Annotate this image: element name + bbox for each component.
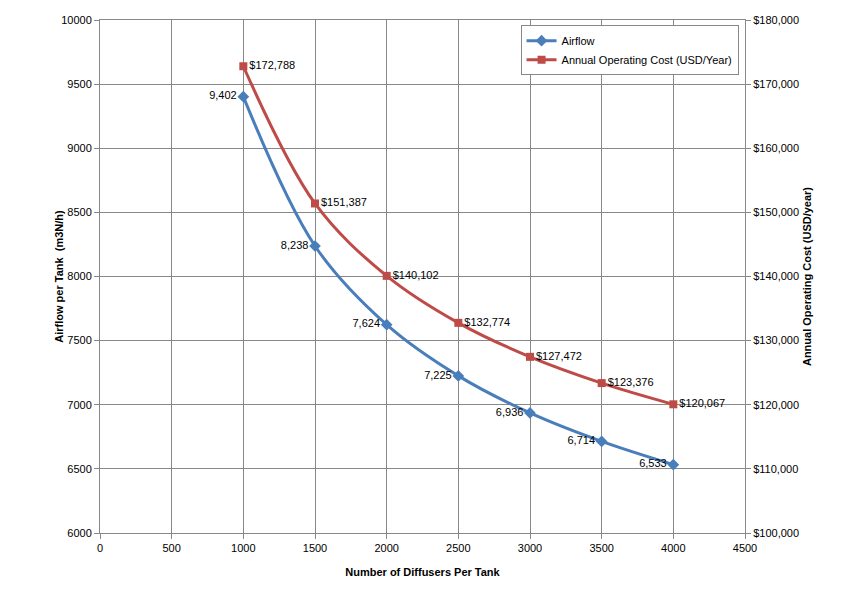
svg-text:Airflow per Tank (m3N/h): Airflow per Tank (m3N/h) — [53, 210, 65, 343]
svg-text:10000: 10000 — [61, 14, 92, 26]
svg-text:$130,000: $130,000 — [753, 334, 799, 346]
svg-text:$120,000: $120,000 — [753, 399, 799, 411]
svg-text:$140,000: $140,000 — [753, 270, 799, 282]
svg-text:6,936: 6,936 — [496, 406, 524, 418]
svg-text:$127,472: $127,472 — [536, 350, 582, 362]
svg-text:$170,000: $170,000 — [753, 78, 799, 90]
svg-text:7500: 7500 — [67, 334, 91, 346]
svg-text:2000: 2000 — [374, 542, 398, 554]
svg-text:0: 0 — [97, 542, 103, 554]
svg-text:6,714: 6,714 — [568, 434, 596, 446]
svg-text:$180,000: $180,000 — [753, 14, 799, 26]
svg-text:Annual Operating Cost (USD/yea: Annual Operating Cost (USD/year) — [801, 187, 813, 366]
svg-text:Annual Operating Cost (USD/Yea: Annual Operating Cost (USD/Year) — [562, 54, 732, 66]
svg-text:4500: 4500 — [733, 542, 757, 554]
svg-text:$160,000: $160,000 — [753, 142, 799, 154]
svg-text:3000: 3000 — [518, 542, 542, 554]
svg-text:$150,000: $150,000 — [753, 206, 799, 218]
svg-text:$132,774: $132,774 — [464, 316, 510, 328]
svg-text:6,533: 6,533 — [639, 457, 667, 469]
svg-text:1000: 1000 — [231, 542, 255, 554]
svg-text:7,624: 7,624 — [353, 317, 381, 329]
svg-text:6500: 6500 — [67, 463, 91, 475]
svg-text:$172,788: $172,788 — [249, 59, 295, 71]
svg-text:1500: 1500 — [303, 542, 327, 554]
svg-text:Airflow: Airflow — [562, 35, 595, 47]
svg-text:8,238: 8,238 — [281, 239, 309, 251]
svg-text:2500: 2500 — [446, 542, 470, 554]
svg-text:$140,102: $140,102 — [393, 269, 439, 281]
svg-text:7,225: 7,225 — [424, 369, 452, 381]
svg-text:8500: 8500 — [67, 206, 91, 218]
svg-text:$100,000: $100,000 — [753, 527, 799, 539]
svg-text:9000: 9000 — [67, 142, 91, 154]
svg-text:4000: 4000 — [661, 542, 685, 554]
svg-text:Number of Diffusers Per Tank: Number of Diffusers Per Tank — [345, 566, 500, 578]
svg-text:$123,376: $123,376 — [608, 376, 654, 388]
svg-text:7000: 7000 — [67, 399, 91, 411]
svg-text:9500: 9500 — [67, 78, 91, 90]
svg-text:$110,000: $110,000 — [753, 463, 798, 475]
svg-text:500: 500 — [162, 542, 180, 554]
svg-text:3500: 3500 — [589, 542, 613, 554]
svg-text:$151,387: $151,387 — [321, 196, 367, 208]
svg-text:6000: 6000 — [67, 527, 91, 539]
svg-text:$120,067: $120,067 — [679, 397, 725, 409]
svg-text:8000: 8000 — [67, 270, 91, 282]
svg-text:9,402: 9,402 — [209, 89, 237, 101]
